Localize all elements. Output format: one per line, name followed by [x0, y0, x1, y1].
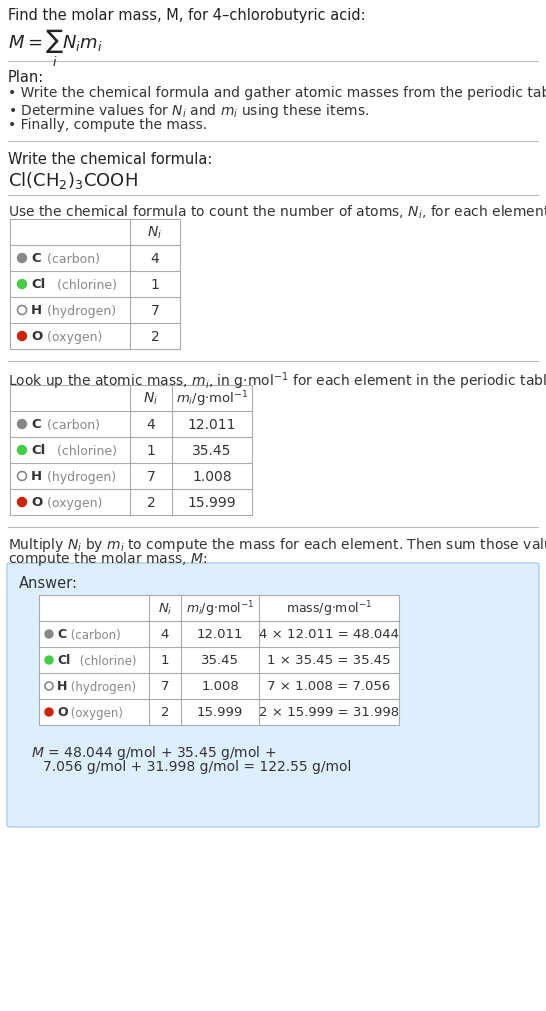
Text: 1.008: 1.008: [201, 679, 239, 693]
Text: 12.011: 12.011: [188, 418, 236, 432]
Text: Cl: Cl: [31, 278, 45, 291]
Text: 15.999: 15.999: [197, 706, 243, 719]
Text: 4 × 12.011 = 48.044: 4 × 12.011 = 48.044: [259, 628, 399, 641]
Text: (oxygen): (oxygen): [43, 496, 103, 509]
Circle shape: [45, 656, 53, 664]
Text: $N_i$: $N_i$: [144, 390, 158, 406]
Text: Cl: Cl: [57, 654, 70, 667]
Text: O: O: [31, 496, 42, 509]
Text: Plan:: Plan:: [8, 70, 44, 85]
Text: $\mathrm{Cl(CH_2)_3COOH}$: $\mathrm{Cl(CH_2)_3COOH}$: [8, 170, 138, 191]
Text: O: O: [57, 706, 68, 719]
Circle shape: [17, 421, 27, 429]
Text: $N_i$: $N_i$: [158, 601, 172, 616]
Text: (carbon): (carbon): [43, 419, 100, 431]
Text: $m_i$/g$\cdot$mol$^{-1}$: $m_i$/g$\cdot$mol$^{-1}$: [186, 599, 254, 618]
Text: $m_i$/g$\cdot$mol$^{-1}$: $m_i$/g$\cdot$mol$^{-1}$: [176, 389, 248, 408]
Bar: [39, 595, 399, 725]
Text: 1 × 35.45 = 35.45: 1 × 35.45 = 35.45: [267, 654, 391, 667]
Circle shape: [17, 333, 27, 341]
Text: • Determine values for $N_i$ and $m_i$ using these items.: • Determine values for $N_i$ and $m_i$ u…: [8, 102, 369, 120]
Text: 1: 1: [161, 654, 169, 667]
Text: H: H: [31, 304, 42, 317]
Text: 7: 7: [147, 469, 156, 483]
Text: 1: 1: [151, 278, 159, 292]
Text: Use the chemical formula to count the number of atoms, $N_i$, for each element:: Use the chemical formula to count the nu…: [8, 204, 546, 221]
Circle shape: [45, 631, 53, 638]
Text: 4: 4: [147, 418, 156, 432]
Text: mass/g$\cdot$mol$^{-1}$: mass/g$\cdot$mol$^{-1}$: [286, 599, 372, 618]
Text: Write the chemical formula:: Write the chemical formula:: [8, 152, 212, 167]
Text: (hydrogen): (hydrogen): [43, 304, 116, 317]
Text: (oxygen): (oxygen): [43, 331, 103, 343]
Text: $M$ = 48.044 g/mol + 35.45 g/mol +: $M$ = 48.044 g/mol + 35.45 g/mol +: [31, 743, 276, 761]
Circle shape: [17, 254, 27, 263]
Text: $M = \sum_i N_i m_i$: $M = \sum_i N_i m_i$: [8, 28, 103, 69]
Text: 7 × 1.008 = 7.056: 7 × 1.008 = 7.056: [268, 679, 390, 693]
Text: (hydrogen): (hydrogen): [67, 679, 136, 693]
Text: (hydrogen): (hydrogen): [43, 470, 116, 483]
Text: Look up the atomic mass, $m_i$, in g$\cdot$mol$^{-1}$ for each element in the pe: Look up the atomic mass, $m_i$, in g$\cd…: [8, 370, 546, 391]
Text: 2: 2: [147, 495, 156, 510]
Text: C: C: [31, 419, 40, 431]
Text: 7: 7: [161, 679, 169, 693]
Text: Answer:: Answer:: [19, 575, 78, 590]
Text: 35.45: 35.45: [201, 654, 239, 667]
Text: 1.008: 1.008: [192, 469, 232, 483]
Text: (chlorine): (chlorine): [53, 444, 117, 457]
Text: • Write the chemical formula and gather atomic masses from the periodic table.: • Write the chemical formula and gather …: [8, 86, 546, 100]
Text: 2: 2: [161, 706, 169, 719]
Bar: [10, 219, 180, 350]
Text: compute the molar mass, $M$:: compute the molar mass, $M$:: [8, 549, 207, 567]
Circle shape: [17, 498, 27, 507]
Text: (oxygen): (oxygen): [67, 706, 123, 719]
Circle shape: [17, 446, 27, 455]
Text: 4: 4: [151, 252, 159, 266]
Text: • Finally, compute the mass.: • Finally, compute the mass.: [8, 118, 207, 131]
Text: 35.45: 35.45: [192, 444, 232, 458]
Text: 2: 2: [151, 330, 159, 344]
Text: C: C: [57, 628, 66, 641]
Text: 1: 1: [146, 444, 156, 458]
Text: 2 × 15.999 = 31.998: 2 × 15.999 = 31.998: [259, 706, 399, 719]
Text: 7.056 g/mol + 31.998 g/mol = 122.55 g/mol: 7.056 g/mol + 31.998 g/mol = 122.55 g/mo…: [43, 759, 352, 773]
Text: Find the molar mass, M, for 4–chlorobutyric acid:: Find the molar mass, M, for 4–chlorobuty…: [8, 8, 366, 23]
Text: Cl: Cl: [31, 444, 45, 457]
Bar: [10, 385, 252, 516]
Circle shape: [17, 280, 27, 289]
Text: 7: 7: [151, 303, 159, 317]
Text: H: H: [57, 679, 67, 693]
Text: (chlorine): (chlorine): [53, 278, 117, 291]
Text: (carbon): (carbon): [43, 253, 100, 265]
Text: 15.999: 15.999: [188, 495, 236, 510]
Text: $N_i$: $N_i$: [147, 224, 163, 241]
Text: Multiply $N_i$ by $m_i$ to compute the mass for each element. Then sum those val: Multiply $N_i$ by $m_i$ to compute the m…: [8, 536, 546, 553]
Text: 12.011: 12.011: [197, 628, 244, 641]
Text: (chlorine): (chlorine): [76, 654, 136, 667]
Text: H: H: [31, 470, 42, 483]
Text: O: O: [31, 331, 42, 343]
Circle shape: [45, 709, 53, 716]
FancyBboxPatch shape: [7, 563, 539, 827]
Text: C: C: [31, 253, 40, 265]
Text: (carbon): (carbon): [67, 628, 121, 641]
Text: 4: 4: [161, 628, 169, 641]
